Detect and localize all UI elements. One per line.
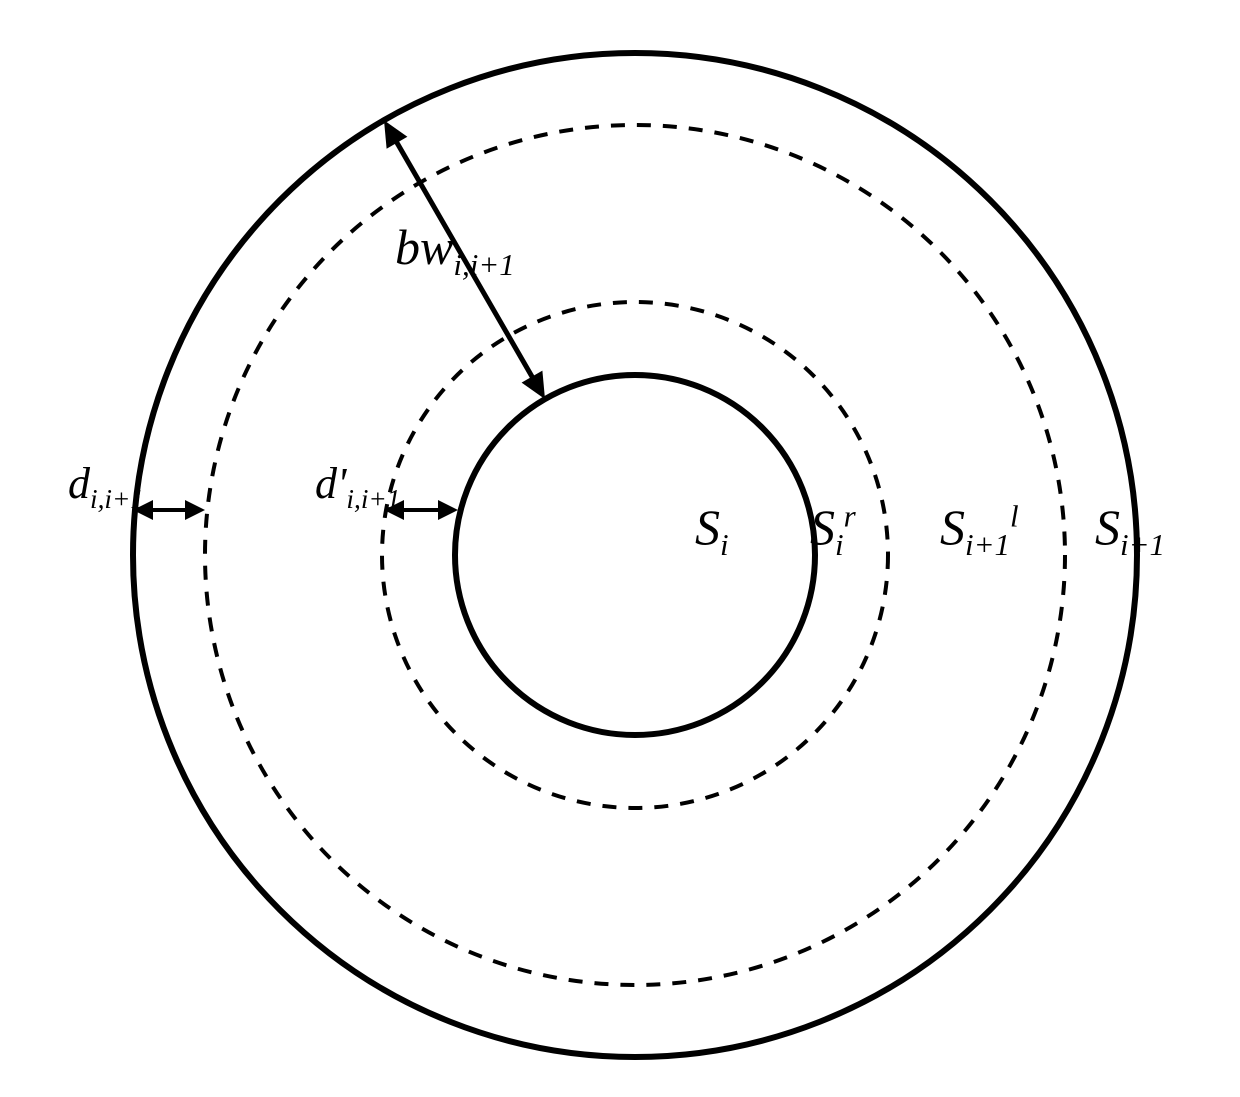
label-s-i1-l: Si+1l (940, 498, 1019, 563)
diagram-background (0, 0, 1240, 1097)
label-s-i1: Si+1 (1095, 498, 1165, 563)
label-s-i: Si (695, 498, 729, 563)
label-d-outer: di,i+1 (68, 458, 144, 515)
label-s-i-r: Sir (810, 498, 856, 563)
label-bw: bwi,i+1 (395, 218, 515, 283)
label-d-inner: d'i,i+1 (315, 458, 400, 515)
concentric-diagram (0, 0, 1240, 1097)
